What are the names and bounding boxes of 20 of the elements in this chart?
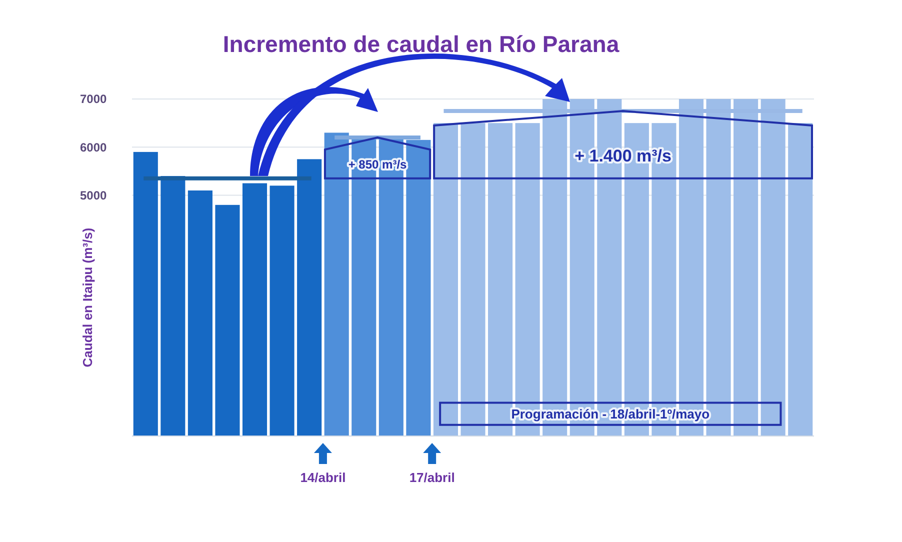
y-tick-label: 7000 <box>80 92 108 106</box>
bar <box>488 123 513 436</box>
bar <box>133 152 158 436</box>
bar <box>460 123 486 436</box>
text: 14/abril <box>300 470 346 485</box>
text: 17/abril <box>409 470 455 485</box>
bar <box>160 176 186 436</box>
bar <box>324 132 349 436</box>
chart-title: Incremento de caudal en Río Parana <box>222 31 620 57</box>
bar <box>406 140 431 436</box>
y-tick-label: 6000 <box>80 140 108 154</box>
bar <box>215 204 240 436</box>
bar <box>433 123 458 436</box>
y-axis-title: Caudal en Itaipu (m³/s) <box>80 228 95 368</box>
bar <box>188 190 212 436</box>
bar <box>270 186 294 436</box>
bar <box>788 123 813 436</box>
y-tick-label: 5000 <box>80 188 108 202</box>
bar <box>242 183 268 436</box>
bar <box>297 159 322 436</box>
